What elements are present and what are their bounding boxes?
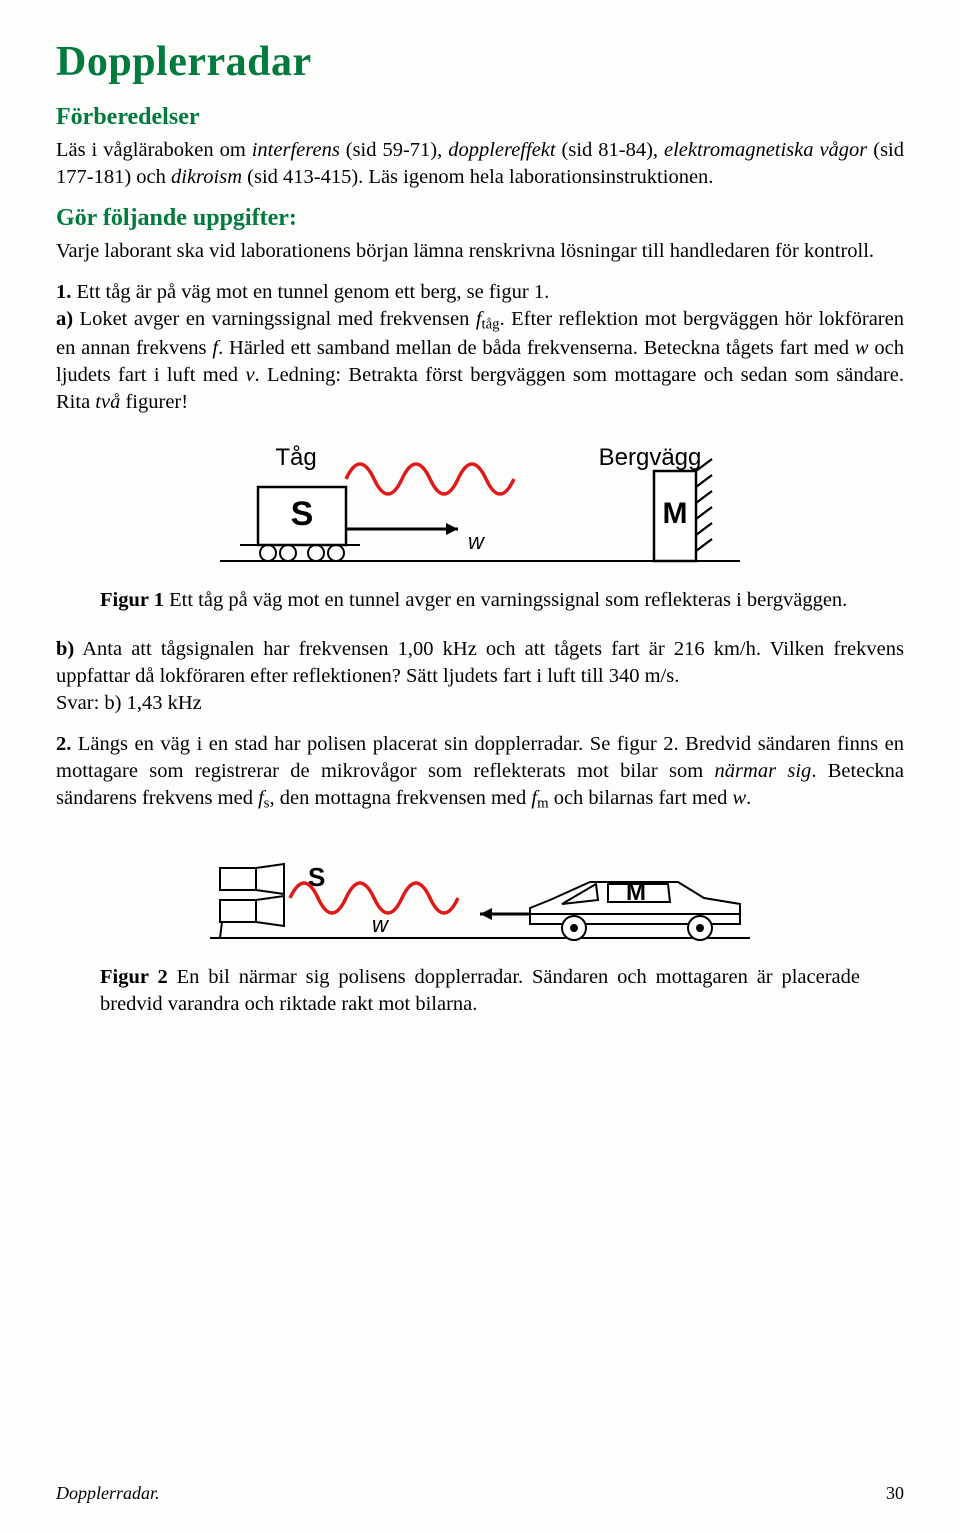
q-part: b) xyxy=(56,638,74,660)
text: och bilarnas fart med xyxy=(549,787,733,809)
q-number: 1. xyxy=(56,281,71,303)
page-title: Dopplerradar xyxy=(56,38,904,86)
text: . Härled ett samband mellan de båda frek… xyxy=(218,337,855,359)
paragraph: Varje laborant ska vid laborationens bör… xyxy=(56,238,904,265)
page-number: 30 xyxy=(886,1483,904,1504)
caption-label: Figur 1 xyxy=(100,589,164,611)
fig2-m: M xyxy=(626,879,646,906)
var-w: w xyxy=(855,337,869,359)
text: Läs i vågläraboken om xyxy=(56,139,252,161)
fig1-berg: Bergvägg xyxy=(599,444,702,471)
fig2-w: w xyxy=(372,912,390,937)
text: (sid 413-415). Läs igenom hela laboratio… xyxy=(242,166,713,188)
figure-2-caption: Figur 2 En bil närmar sig polisens doppl… xyxy=(100,964,860,1018)
footer-title: Dopplerradar. xyxy=(56,1483,160,1504)
figure-1-svg: S Tåg w M Bergvägg xyxy=(210,431,750,581)
text: (sid 81-84), xyxy=(556,139,664,161)
text: figurer! xyxy=(120,391,188,413)
question-1b: b) Anta att tågsignalen har frekvensen 1… xyxy=(56,636,904,717)
figure-2-svg: S w M xyxy=(200,828,760,958)
answer: Svar: b) 1,43 kHz xyxy=(56,692,202,714)
caption-label: Figur 2 xyxy=(100,966,168,988)
fig1-s: S xyxy=(291,495,314,533)
text-italic: interferens xyxy=(252,139,340,161)
var-sub: tåg xyxy=(482,317,500,333)
caption-text: En bil närmar sig polisens dopplerradar.… xyxy=(100,966,860,1015)
text: . xyxy=(746,787,751,809)
q-number: 2. xyxy=(56,733,71,755)
text-italic: elektromagnetiska vågor xyxy=(664,139,867,161)
text: (sid 59-71), xyxy=(340,139,448,161)
text: Anta att tågsignalen har frekvensen 1,00… xyxy=(56,638,904,687)
fig1-w: w xyxy=(468,529,486,554)
text-italic: dopplereffekt xyxy=(448,139,555,161)
page-footer: Dopplerradar. 30 xyxy=(56,1483,904,1504)
caption-text: Ett tåg på väg mot en tunnel avger en va… xyxy=(164,589,847,611)
question-1: 1. Ett tåg är på väg mot en tunnel genom… xyxy=(56,279,904,416)
question-2: 2. Längs en väg i en stad har polisen pl… xyxy=(56,731,904,814)
figure-1-caption: Figur 1 Ett tåg på väg mot en tunnel avg… xyxy=(100,587,860,614)
text-italic: närmar sig xyxy=(715,760,812,782)
text: Loket avger en varningssignal med frekve… xyxy=(73,308,476,330)
figure-1: S Tåg w M Bergvägg xyxy=(56,431,904,581)
fig1-m: M xyxy=(663,497,688,530)
fig1-tag: Tåg xyxy=(275,444,316,471)
figure-2: S w M xyxy=(56,828,904,958)
text: Ett tåg är på väg mot en tunnel genom et… xyxy=(71,281,549,303)
text-italic: dikroism xyxy=(171,166,242,188)
heading-uppgifter: Gör följande uppgifter: xyxy=(56,205,904,232)
text-italic: två xyxy=(95,391,120,413)
var-v: v xyxy=(245,364,254,386)
intro-paragraph: Läs i vågläraboken om interferens (sid 5… xyxy=(56,137,904,191)
heading-forberedelser: Förberedelser xyxy=(56,104,904,131)
var-sub: m xyxy=(537,795,548,811)
text: , den mottagna frekvensen med xyxy=(270,787,532,809)
var-w: w xyxy=(732,787,746,809)
q-part: a) xyxy=(56,308,73,330)
